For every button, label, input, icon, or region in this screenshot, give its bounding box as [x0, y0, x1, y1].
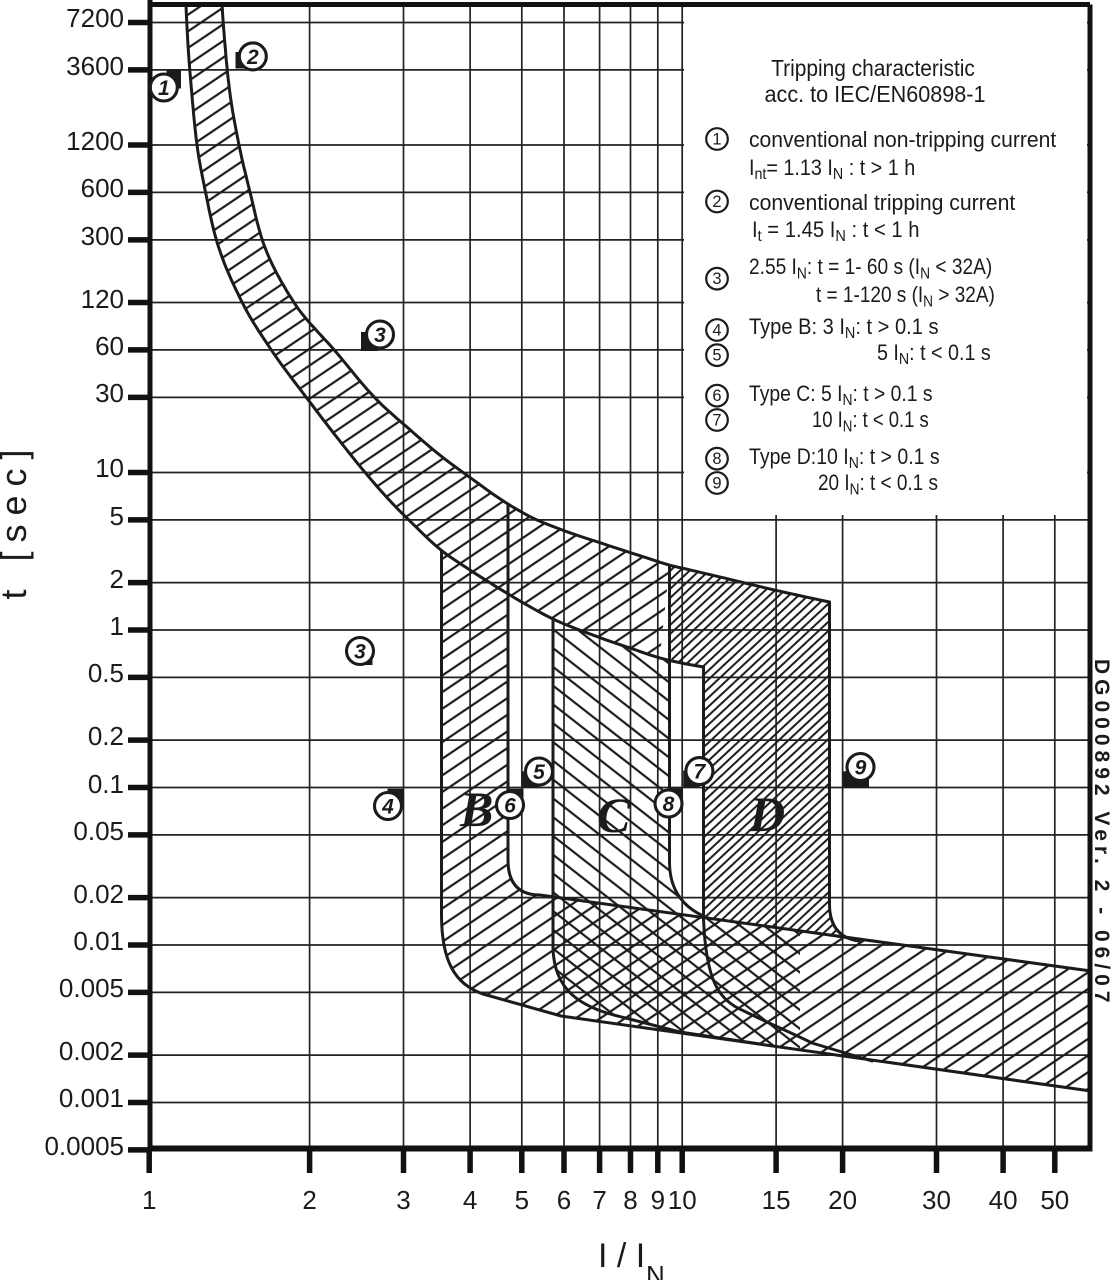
svg-text:B: B	[459, 781, 493, 837]
svg-text:Type B: 3 IN: t > 0.1 s: Type B: 3 IN: t > 0.1 s	[749, 315, 939, 342]
svg-text:Tripping characteristic: Tripping characteristic	[771, 55, 975, 81]
svg-text:0.5: 0.5	[88, 658, 124, 688]
svg-text:5: 5	[515, 1185, 529, 1215]
svg-text:2: 2	[110, 564, 124, 594]
svg-text:0.005: 0.005	[59, 973, 124, 1003]
svg-text:9: 9	[855, 757, 867, 780]
svg-text:C: C	[597, 787, 631, 843]
svg-text:5 IN: t < 0.1 s: 5 IN: t < 0.1 s	[877, 341, 991, 369]
svg-text:1: 1	[712, 131, 721, 149]
svg-text:Type C: 5 IN: t > 0.1 s: Type C: 5 IN: t > 0.1 s	[749, 382, 933, 410]
svg-text:4: 4	[712, 322, 721, 340]
svg-text:0.001: 0.001	[59, 1083, 124, 1113]
svg-text:120: 120	[81, 284, 124, 314]
svg-text:30: 30	[922, 1185, 951, 1215]
svg-text:7200: 7200	[66, 3, 124, 33]
svg-text:7: 7	[694, 761, 707, 784]
svg-text:50: 50	[1040, 1185, 1069, 1215]
svg-text:3: 3	[374, 324, 386, 347]
svg-text:6: 6	[557, 1185, 571, 1215]
svg-text:7: 7	[592, 1185, 606, 1215]
svg-text:2: 2	[302, 1185, 316, 1215]
svg-text:20 IN: t < 0.1 s: 20 IN: t < 0.1 s	[818, 471, 938, 499]
svg-text:I / I: I / I	[598, 1237, 645, 1275]
svg-text:3: 3	[354, 641, 366, 664]
svg-text:8: 8	[623, 1185, 637, 1215]
svg-text:Type D:10 IN: t > 0.1 s: Type D:10 IN: t > 0.1 s	[749, 445, 940, 473]
svg-text:0.05: 0.05	[73, 816, 124, 846]
svg-text:40: 40	[989, 1185, 1018, 1215]
svg-text:t [sec]: t [sec]	[0, 440, 34, 599]
svg-text:5: 5	[533, 761, 545, 784]
svg-text:0.2: 0.2	[88, 721, 124, 751]
svg-text:6: 6	[504, 795, 516, 818]
svg-text:t = 1-120 s (IN > 32A): t = 1-120 s (IN > 32A)	[816, 283, 995, 311]
svg-text:10: 10	[95, 453, 124, 483]
svg-text:0.01: 0.01	[73, 926, 124, 956]
svg-text:8: 8	[712, 450, 721, 468]
svg-text:6: 6	[712, 387, 721, 405]
svg-text:2.55 IN: t = 1- 60 s (IN < 32A: 2.55 IN: t = 1- 60 s (IN < 32A)	[749, 255, 992, 283]
svg-text:9: 9	[651, 1185, 665, 1215]
svg-text:2: 2	[246, 46, 259, 69]
svg-text:It = 1.45 IN : t < 1 h: It = 1.45 IN : t < 1 h	[752, 218, 920, 245]
svg-text:600: 600	[81, 173, 124, 203]
svg-text:DG000892 Ver. 2 - 06/07: DG000892 Ver. 2 - 06/07	[1090, 659, 1111, 1008]
svg-text:5: 5	[110, 501, 124, 531]
svg-text:3600: 3600	[66, 51, 124, 81]
svg-text:1: 1	[110, 611, 124, 641]
svg-text:1: 1	[158, 77, 170, 100]
svg-text:20: 20	[828, 1185, 857, 1215]
svg-text:conventional tripping current: conventional tripping current	[749, 190, 1015, 215]
svg-text:7: 7	[712, 412, 721, 430]
svg-text:acc. to IEC/EN60898-1: acc. to IEC/EN60898-1	[764, 81, 985, 107]
svg-text:9: 9	[712, 475, 721, 493]
svg-text:4: 4	[381, 796, 394, 819]
svg-text:0.002: 0.002	[59, 1036, 124, 1066]
svg-text:conventional non-tripping curr: conventional non-tripping current	[749, 127, 1056, 153]
svg-text:3: 3	[396, 1185, 410, 1215]
svg-text:300: 300	[81, 221, 124, 251]
svg-text:Int= 1.13 IN : t > 1 h: Int= 1.13 IN : t > 1 h	[749, 156, 915, 184]
svg-text:4: 4	[463, 1185, 477, 1215]
svg-text:15: 15	[762, 1185, 791, 1215]
svg-text:30: 30	[95, 378, 124, 408]
svg-text:0.02: 0.02	[73, 879, 124, 909]
svg-text:2: 2	[712, 193, 721, 211]
svg-text:D: D	[748, 786, 785, 842]
svg-text:10: 10	[668, 1185, 697, 1215]
svg-text:60: 60	[95, 331, 124, 361]
svg-text:3: 3	[712, 270, 721, 288]
svg-text:N: N	[646, 1260, 665, 1280]
svg-text:8: 8	[663, 793, 675, 816]
svg-text:10 IN: t < 0.1 s: 10 IN: t < 0.1 s	[812, 409, 929, 436]
svg-text:1200: 1200	[66, 126, 124, 156]
svg-text:0.1: 0.1	[88, 769, 124, 799]
svg-text:5: 5	[712, 347, 721, 365]
svg-text:1: 1	[142, 1185, 156, 1215]
svg-text:0.0005: 0.0005	[44, 1131, 124, 1161]
